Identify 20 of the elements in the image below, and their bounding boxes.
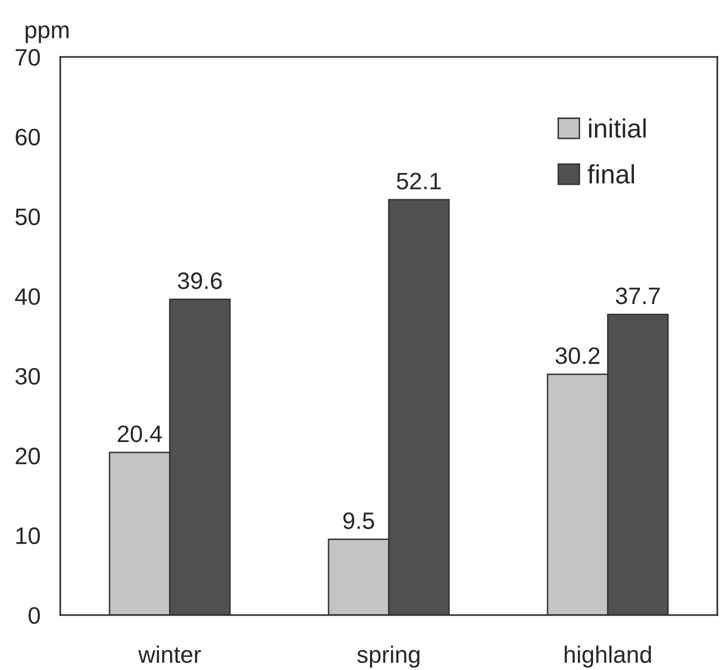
data-label: 52.1 [396, 172, 441, 190]
data-label: 30.2 [556, 347, 600, 364]
y-axis-title: ppm [26, 25, 69, 43]
y-tick-label: 70 [16, 49, 40, 66]
y-tick-label: 0 [28, 607, 40, 624]
legend-label: final [588, 164, 634, 184]
data-label: 20.4 [118, 425, 162, 442]
x-tick-label: spring [357, 646, 420, 668]
x-tick-label: highland [564, 646, 651, 668]
y-tick-label: 40 [15, 288, 40, 305]
data-label: 37.7 [616, 288, 660, 304]
y-tick-label: 50 [16, 208, 40, 226]
y-tick-label: 10 [16, 527, 40, 544]
y-tick-label: 20 [16, 448, 40, 464]
y-tick-label: 30 [15, 368, 40, 385]
y-tick-label: 60 [16, 128, 40, 146]
legend-label: initial [589, 118, 646, 138]
data-label: 39.6 [178, 272, 222, 290]
data-label: 9.5 [343, 512, 374, 530]
x-tick-label: winter [138, 646, 201, 663]
